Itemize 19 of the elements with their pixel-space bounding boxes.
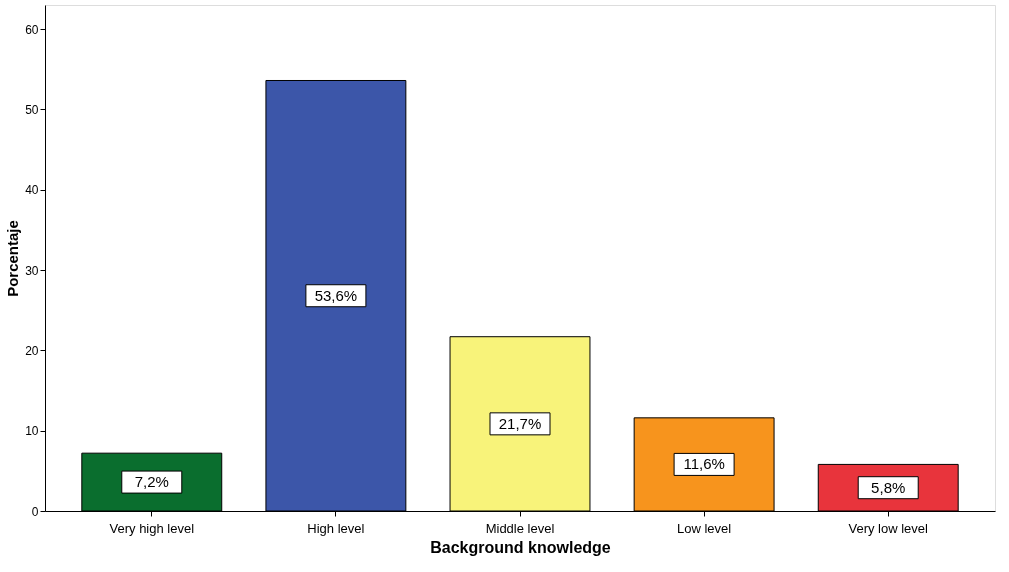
y-tick-label: 60 xyxy=(25,22,39,37)
data-label: 5,8% xyxy=(871,478,906,496)
y-tick-label: 20 xyxy=(25,343,39,358)
data-label: 7,2% xyxy=(134,473,169,491)
y-tick-label: 10 xyxy=(25,424,39,439)
x-tick-label: Very low level xyxy=(848,520,929,536)
x-tick-label: Middle level xyxy=(485,520,555,536)
data-label: 53,6% xyxy=(314,286,358,304)
y-tick-label: 30 xyxy=(25,263,39,278)
data-label: 11,6% xyxy=(683,455,725,473)
y-tick-label: 0 xyxy=(31,504,39,519)
x-tick-label: High level xyxy=(307,520,365,536)
y-axis-title: Porcentaje xyxy=(4,220,22,297)
y-tick-label: 50 xyxy=(25,102,39,117)
x-tick-label: Very high level xyxy=(109,520,195,536)
x-axis-title: Background knowledge xyxy=(430,538,611,556)
x-tick-label: Low level xyxy=(677,520,732,536)
data-label: 21,7% xyxy=(498,414,542,432)
y-tick-label: 40 xyxy=(25,183,39,198)
